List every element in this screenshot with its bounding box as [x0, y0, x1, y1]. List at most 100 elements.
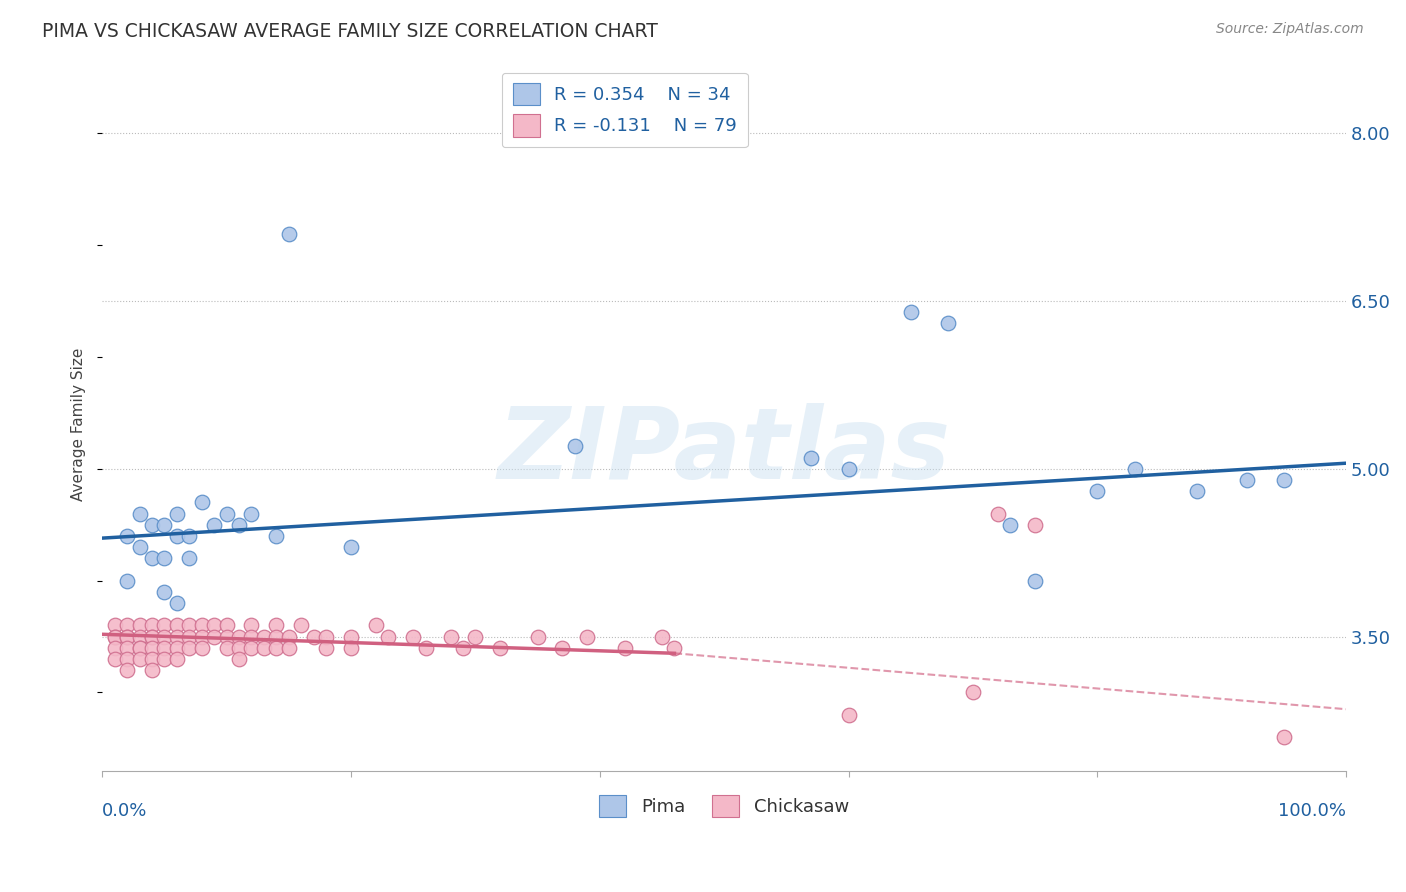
Text: PIMA VS CHICKASAW AVERAGE FAMILY SIZE CORRELATION CHART: PIMA VS CHICKASAW AVERAGE FAMILY SIZE CO…	[42, 22, 658, 41]
Point	[104, 630, 127, 644]
Point	[166, 507, 188, 521]
Point	[115, 663, 138, 677]
Point	[153, 618, 176, 632]
Point	[115, 529, 138, 543]
Point	[104, 630, 127, 644]
Point	[664, 640, 686, 655]
Point	[202, 630, 225, 644]
Point	[253, 630, 276, 644]
Point	[266, 618, 288, 632]
Point	[1085, 484, 1108, 499]
Point	[838, 462, 860, 476]
Point	[315, 640, 337, 655]
Point	[104, 618, 127, 632]
Point	[179, 630, 201, 644]
Point	[166, 618, 188, 632]
Text: Source: ZipAtlas.com: Source: ZipAtlas.com	[1216, 22, 1364, 37]
Point	[936, 317, 959, 331]
Point	[179, 551, 201, 566]
Point	[962, 685, 984, 699]
Point	[115, 640, 138, 655]
Point	[1236, 473, 1258, 487]
Point	[489, 640, 512, 655]
Legend: Pima, Chickasaw: Pima, Chickasaw	[592, 788, 856, 824]
Text: ZIPatlas: ZIPatlas	[498, 403, 950, 500]
Point	[277, 630, 299, 644]
Point	[1024, 517, 1046, 532]
Point	[141, 551, 163, 566]
Point	[141, 630, 163, 644]
Point	[364, 618, 387, 632]
Point	[128, 507, 150, 521]
Point	[190, 618, 212, 632]
Point	[302, 630, 325, 644]
Point	[266, 529, 288, 543]
Point	[215, 640, 238, 655]
Point	[377, 630, 399, 644]
Point	[190, 640, 212, 655]
Point	[526, 630, 548, 644]
Point	[402, 630, 425, 644]
Point	[179, 529, 201, 543]
Point	[128, 618, 150, 632]
Point	[315, 630, 337, 644]
Point	[128, 640, 150, 655]
Point	[1123, 462, 1146, 476]
Point	[115, 630, 138, 644]
Point	[141, 663, 163, 677]
Point	[253, 640, 276, 655]
Point	[128, 630, 150, 644]
Point	[153, 652, 176, 666]
Point	[464, 630, 486, 644]
Point	[340, 630, 363, 644]
Point	[215, 507, 238, 521]
Point	[576, 630, 599, 644]
Point	[1024, 574, 1046, 588]
Point	[1000, 517, 1022, 532]
Point	[215, 618, 238, 632]
Point	[451, 640, 474, 655]
Point	[153, 640, 176, 655]
Point	[104, 640, 127, 655]
Point	[240, 630, 263, 644]
Point	[277, 640, 299, 655]
Point	[340, 640, 363, 655]
Point	[838, 707, 860, 722]
Point	[900, 305, 922, 319]
Point	[266, 640, 288, 655]
Point	[153, 584, 176, 599]
Point	[290, 618, 312, 632]
Point	[115, 574, 138, 588]
Point	[266, 630, 288, 644]
Point	[1185, 484, 1208, 499]
Point	[564, 439, 586, 453]
Point	[228, 630, 250, 644]
Point	[240, 618, 263, 632]
Point	[166, 630, 188, 644]
Point	[551, 640, 574, 655]
Point	[800, 450, 823, 465]
Point	[104, 652, 127, 666]
Point	[141, 517, 163, 532]
Point	[228, 640, 250, 655]
Point	[179, 640, 201, 655]
Point	[340, 540, 363, 554]
Point	[202, 618, 225, 632]
Y-axis label: Average Family Size: Average Family Size	[72, 347, 86, 500]
Point	[115, 630, 138, 644]
Point	[115, 652, 138, 666]
Point	[1272, 473, 1295, 487]
Point	[202, 517, 225, 532]
Point	[128, 540, 150, 554]
Point	[651, 630, 673, 644]
Point	[153, 517, 176, 532]
Point	[128, 640, 150, 655]
Point	[439, 630, 461, 644]
Text: 100.0%: 100.0%	[1278, 802, 1346, 820]
Point	[166, 596, 188, 610]
Point	[228, 652, 250, 666]
Point	[141, 630, 163, 644]
Point	[613, 640, 636, 655]
Point	[115, 618, 138, 632]
Point	[987, 507, 1010, 521]
